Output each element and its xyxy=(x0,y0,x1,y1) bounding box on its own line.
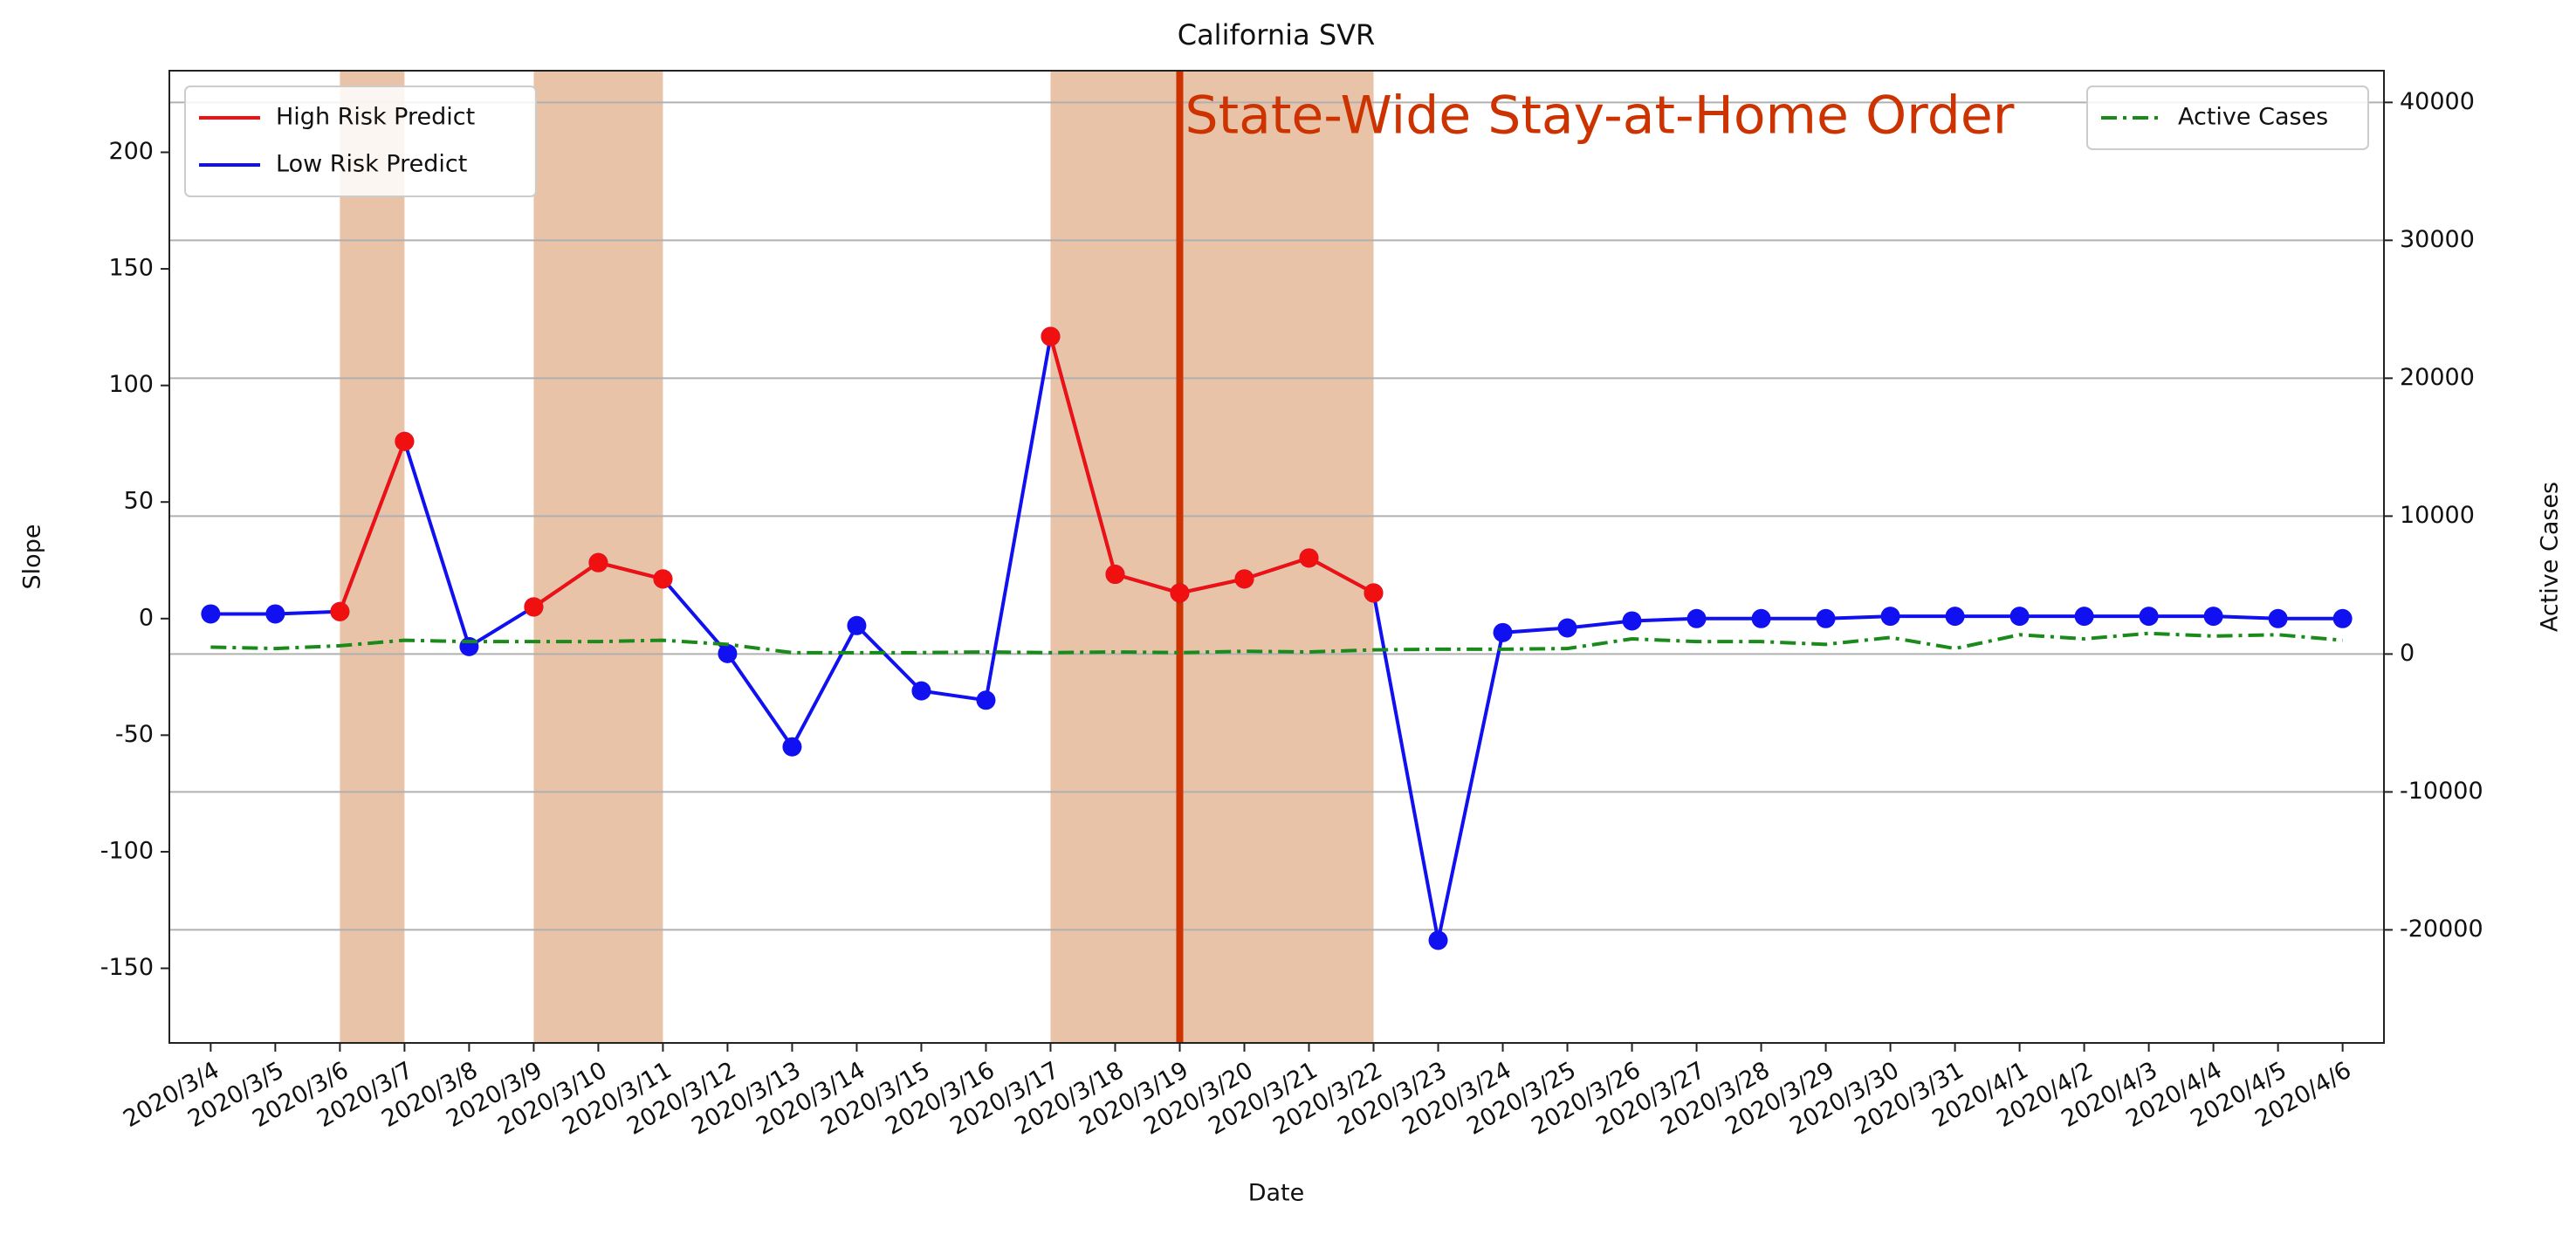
data-point xyxy=(1557,618,1577,638)
y2-tick-label: 0 xyxy=(2400,640,2415,667)
data-point xyxy=(2268,608,2288,628)
data-point xyxy=(1041,326,1061,346)
y-tick-label: -150 xyxy=(100,954,154,981)
data-point xyxy=(2139,607,2159,627)
legend-label: High Risk Predict xyxy=(276,104,475,131)
data-point xyxy=(1751,608,1771,628)
data-point xyxy=(1364,583,1384,603)
data-point xyxy=(782,737,802,757)
data-point xyxy=(1299,548,1319,568)
y2-tick-label: 20000 xyxy=(2400,364,2475,391)
data-point xyxy=(653,569,673,589)
data-point xyxy=(588,552,608,573)
y-tick-label: 100 xyxy=(108,371,154,398)
annotation-text: State-Wide Stay-at-Home Order xyxy=(1185,86,2014,147)
data-point xyxy=(1493,622,1513,642)
data-point xyxy=(524,597,544,617)
data-point xyxy=(265,604,285,624)
y-tick-label: -100 xyxy=(100,837,154,864)
data-point xyxy=(201,604,221,624)
y2-tick-label: -10000 xyxy=(2400,778,2483,805)
y-axis-label: Slope xyxy=(19,525,46,590)
data-point xyxy=(1686,608,1707,628)
data-point xyxy=(847,615,867,635)
data-point xyxy=(2009,607,2030,627)
y-tick-label: 0 xyxy=(139,604,154,631)
data-point xyxy=(1945,607,1965,627)
data-point xyxy=(2074,607,2094,627)
x-axis-label: Date xyxy=(1248,1180,1305,1207)
data-point xyxy=(911,681,931,701)
data-point xyxy=(2203,607,2223,627)
data-point xyxy=(1428,930,1448,950)
y2-axis-label: Active Cases xyxy=(2537,482,2564,632)
plot-frame xyxy=(168,70,2385,1044)
y-tick-label: 200 xyxy=(108,138,154,165)
legend-label: Low Risk Predict xyxy=(276,151,467,178)
data-point xyxy=(718,643,738,663)
y2-tick-label: 10000 xyxy=(2400,502,2475,529)
data-point xyxy=(2332,608,2353,628)
y2-tick-label: 40000 xyxy=(2400,88,2475,115)
y-tick-label: 50 xyxy=(124,488,154,515)
chart-title: California SVR xyxy=(1178,18,1376,51)
data-point xyxy=(1234,569,1254,589)
data-point xyxy=(1170,583,1190,603)
y-tick-label: -50 xyxy=(115,721,154,748)
series-line xyxy=(210,631,2343,655)
y2-tick-label: -20000 xyxy=(2400,916,2483,943)
data-point xyxy=(1880,607,1900,627)
shaded-span xyxy=(340,71,405,1043)
y2-tick-label: 30000 xyxy=(2400,226,2475,253)
data-point xyxy=(1105,565,1125,585)
y-tick-label: 150 xyxy=(108,255,154,282)
data-point xyxy=(395,431,415,451)
shaded-span xyxy=(1050,71,1374,1043)
data-point xyxy=(1622,611,1642,631)
data-point xyxy=(330,601,350,621)
legend-box xyxy=(2086,86,2369,150)
data-point xyxy=(1816,608,1836,628)
legend-label: Active Cases xyxy=(2178,104,2328,131)
data-point xyxy=(976,690,996,710)
legend-box xyxy=(184,86,537,197)
